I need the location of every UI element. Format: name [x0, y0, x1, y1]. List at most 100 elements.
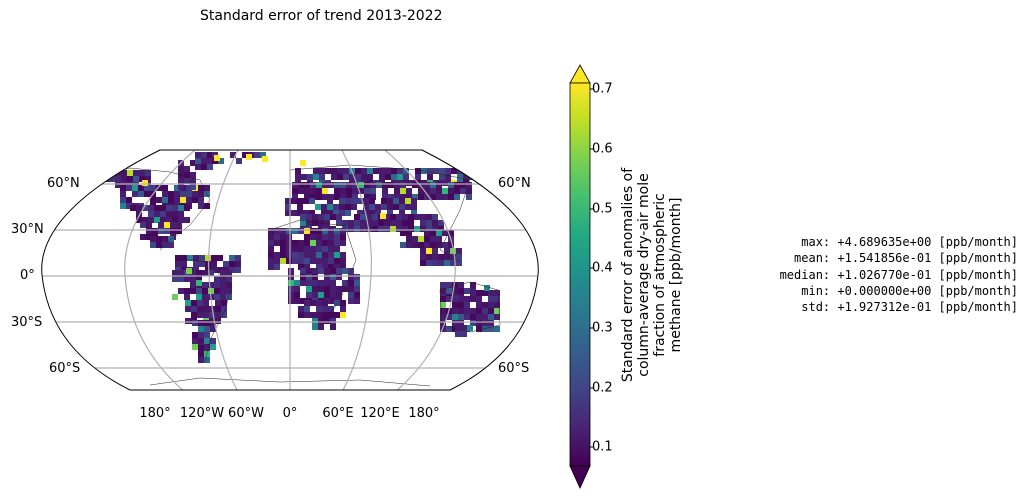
data-cell [390, 226, 396, 232]
data-cell [402, 226, 408, 232]
data-cell [306, 268, 312, 274]
data-cell [148, 217, 154, 223]
data-cell [397, 174, 403, 180]
data-cell [191, 312, 197, 318]
data-cell [345, 204, 351, 210]
data-cell [292, 228, 298, 234]
data-cell [482, 326, 488, 332]
stat-mean: mean: +1.541856e-01 [ppb/month] [794, 251, 1018, 266]
data-cell [291, 198, 297, 204]
data-cell [400, 242, 406, 248]
data-cell [420, 220, 426, 226]
data-cell [476, 326, 482, 332]
data-cell [354, 226, 360, 232]
data-cell [370, 194, 376, 200]
data-cell [207, 158, 213, 164]
data-cell [322, 240, 328, 246]
coastline [149, 377, 431, 387]
data-cell [204, 203, 210, 209]
data-cell [446, 288, 452, 294]
data-cell [408, 226, 414, 232]
data-cell [456, 260, 462, 266]
data-cell [303, 198, 309, 204]
data-cell [379, 168, 385, 174]
data-cell [121, 176, 127, 182]
data-cell [301, 174, 307, 180]
data-cell [172, 205, 178, 211]
data-cell [300, 214, 306, 220]
data-cell [312, 286, 318, 292]
data-cell [381, 198, 387, 204]
data-cell [346, 194, 352, 200]
data-cell [288, 292, 294, 298]
data-cell [235, 255, 241, 261]
data-cell [136, 217, 142, 223]
data-cell [458, 320, 464, 326]
data-cell [494, 296, 500, 302]
data-cell [291, 210, 297, 216]
data-cell [384, 214, 390, 220]
data-cell [170, 222, 176, 228]
data-cell [198, 351, 204, 357]
lat-label-right: 60°S [498, 361, 530, 376]
data-cell [211, 261, 217, 267]
data-cell [196, 276, 202, 282]
data-cell [396, 226, 402, 232]
data-cell [369, 210, 375, 216]
data-cell [452, 320, 458, 326]
data-cell [394, 188, 400, 194]
data-cell [306, 220, 312, 226]
data-cell [274, 234, 280, 240]
data-cell [446, 314, 452, 320]
data-cell [136, 205, 142, 211]
data-cell [330, 286, 336, 292]
data-cell [285, 210, 291, 216]
data-cell [292, 246, 298, 252]
data-cell [304, 264, 310, 270]
data-cell [324, 318, 330, 324]
lon-label: 180° [408, 406, 440, 421]
data-cell [300, 274, 306, 280]
data-cell [454, 182, 460, 188]
data-cell [396, 220, 402, 226]
data-cell [280, 246, 286, 252]
data-cell [319, 174, 325, 180]
data-cell [195, 158, 201, 164]
data-cell [318, 214, 324, 220]
data-cell [348, 226, 354, 232]
colorbar-label-line: column-average dry-air mole [636, 173, 652, 377]
data-cell [297, 198, 303, 204]
data-cell [354, 286, 360, 292]
data-cell [144, 185, 150, 191]
data-cell [458, 302, 464, 308]
data-cell [316, 252, 322, 258]
data-cell [295, 174, 301, 180]
data-cell [195, 164, 201, 170]
data-cell [373, 168, 379, 174]
data-cell [310, 252, 316, 258]
data-cell [316, 312, 322, 318]
stat-max: max: +4.689635e+00 [ppb/month] [801, 235, 1018, 249]
data-cell [454, 188, 460, 194]
data-cell [331, 168, 337, 174]
data-cell [460, 182, 466, 188]
data-cell [331, 174, 337, 180]
data-cell [399, 204, 405, 210]
data-cell [436, 230, 442, 236]
data-cell [482, 308, 488, 314]
data-cell [202, 288, 208, 294]
data-cell [328, 194, 334, 200]
data-cell [334, 194, 340, 200]
data-cell [230, 152, 236, 158]
data-cell [382, 194, 388, 200]
data-cell [207, 164, 213, 170]
data-cell [217, 255, 223, 261]
data-cell [260, 152, 266, 158]
data-cell [198, 345, 204, 351]
data-cell [322, 246, 328, 252]
data-cell [304, 300, 310, 306]
data-cell [178, 205, 184, 211]
data-cell [204, 338, 210, 344]
data-cell [357, 198, 363, 204]
data-cell [466, 194, 472, 200]
